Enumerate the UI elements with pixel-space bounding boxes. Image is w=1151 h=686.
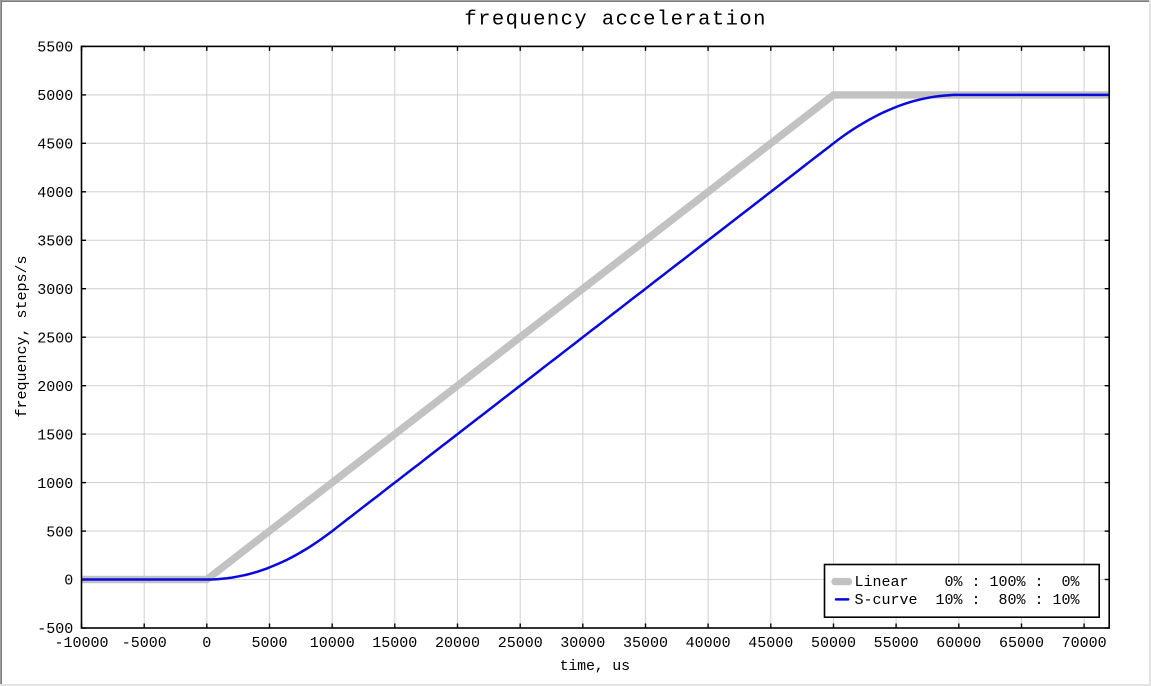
svg-text:0: 0 — [202, 635, 211, 652]
svg-text:60000: 60000 — [936, 635, 981, 652]
svg-text:S-curve 10% : 80% : 10%: S-curve 10% : 80% : 10% — [855, 592, 1081, 609]
svg-text:frequency, steps/s: frequency, steps/s — [14, 255, 31, 417]
svg-text:2500: 2500 — [37, 330, 73, 347]
svg-text:25000: 25000 — [498, 635, 543, 652]
svg-text:2000: 2000 — [37, 379, 73, 396]
svg-text:3500: 3500 — [37, 234, 73, 251]
svg-text:1000: 1000 — [37, 476, 73, 493]
svg-text:5000: 5000 — [37, 88, 73, 105]
svg-text:30000: 30000 — [560, 635, 605, 652]
svg-text:40000: 40000 — [686, 635, 731, 652]
svg-text:50000: 50000 — [811, 635, 856, 652]
svg-text:500: 500 — [46, 524, 73, 541]
svg-text:0: 0 — [64, 573, 73, 590]
svg-text:70000: 70000 — [1062, 635, 1107, 652]
svg-text:55000: 55000 — [874, 635, 919, 652]
svg-text:4000: 4000 — [37, 185, 73, 202]
svg-text:5000: 5000 — [251, 635, 287, 652]
svg-text:45000: 45000 — [748, 635, 793, 652]
svg-text:1500: 1500 — [37, 427, 73, 444]
svg-text:time, us: time, us — [560, 658, 631, 675]
svg-text:3000: 3000 — [37, 282, 73, 299]
svg-text:4500: 4500 — [37, 137, 73, 154]
svg-text:frequency acceleration: frequency acceleration — [464, 9, 765, 32]
svg-text:5500: 5500 — [37, 40, 73, 57]
svg-text:-10000: -10000 — [54, 635, 108, 652]
svg-text:20000: 20000 — [435, 635, 480, 652]
svg-text:35000: 35000 — [623, 635, 668, 652]
svg-text:10000: 10000 — [310, 635, 355, 652]
svg-text:65000: 65000 — [999, 635, 1044, 652]
svg-text:-5000: -5000 — [122, 635, 167, 652]
svg-text:15000: 15000 — [372, 635, 417, 652]
svg-text:-500: -500 — [37, 621, 73, 638]
svg-text:Linear 0% : 100% : 0%: Linear 0% : 100% : 0% — [855, 574, 1081, 591]
